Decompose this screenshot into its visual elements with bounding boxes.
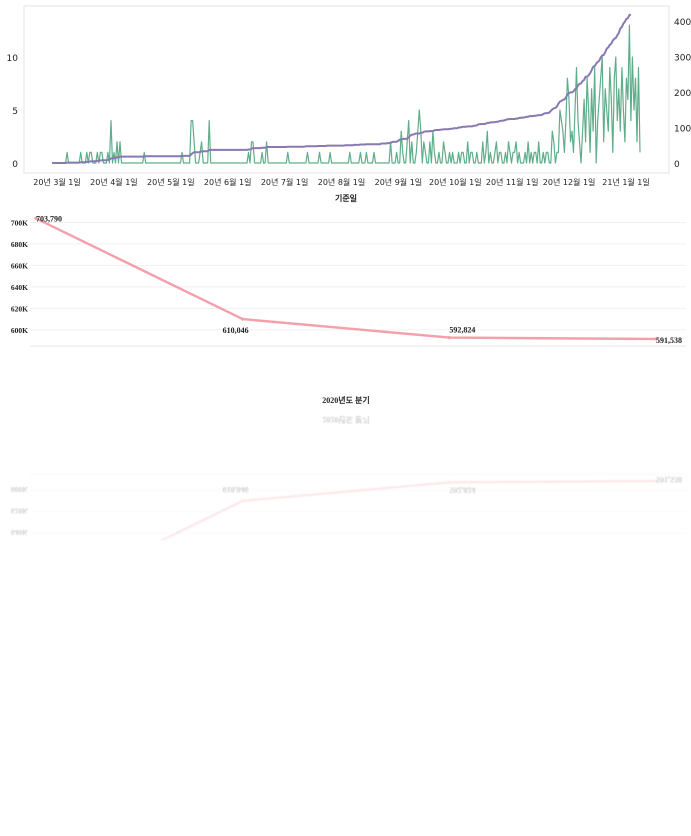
chart1-x-tick-label: 21년 1월 1일 <box>602 177 650 187</box>
chart2-data-point <box>34 216 38 220</box>
chart1-left-tick-label: 10 <box>7 54 19 64</box>
reflection-y-tick-label: 600K <box>11 485 28 494</box>
reflection-data-label: 610,046 <box>223 485 249 494</box>
reflection-data-point <box>447 480 451 485</box>
chart1-right-tick-label: 300 <box>674 54 691 64</box>
reflection-x-axis-title: 2020년도 분기 <box>322 415 369 425</box>
chart1-x-tick-label: 20년 3월 1일 <box>33 177 81 187</box>
reflection-y-tick-label: 640K <box>11 528 28 537</box>
chart1-daily-series-line <box>52 24 641 164</box>
quarterly-line-chart: 600K 620K 640K 660K 680K 700K 703,790 610,046 59… <box>0 205 691 410</box>
chart2-y-tick-label: 620K <box>11 304 28 313</box>
chart2-reflection-svg: 600K620K640K660K680K700K703,790610,04659… <box>11 415 686 540</box>
daily-cases-dual-axis-chart: 0 5 10 0 100 200 300 400 20년 3월 1일 20년 4월 1일 20년 5… <box>0 0 691 210</box>
reflection-data-point <box>241 499 245 503</box>
chart1-x-tick-label: 20년 6월 1일 <box>204 177 252 187</box>
chart2-data-label: 610,046 <box>223 326 249 335</box>
chart2-series-line <box>35 217 657 341</box>
chart2-data-point <box>241 317 245 321</box>
reflection-plot-area <box>30 469 686 540</box>
chart2-y-tick-label: 700K <box>11 218 28 227</box>
chart1-left-tick-label: 0 <box>12 160 18 170</box>
chart1-x-tick-label: 20년 10월 1일 <box>429 177 482 187</box>
chart1-x-tick-label: 20년 11월 1일 <box>486 177 539 187</box>
chart2-y-tick-label: 680K <box>11 240 28 249</box>
chart1-x-tick-label: 20년 4월 1일 <box>90 177 138 187</box>
chart1-x-axis-title: 기준일 <box>335 193 357 203</box>
reflection-data-point <box>654 479 658 483</box>
chart1-x-tick-label: 20년 7월 1일 <box>261 177 309 187</box>
chart2-y-tick-label: 660K <box>11 261 28 270</box>
reflection-data-label: 592,824 <box>449 485 475 494</box>
chart2-reflection: 600K620K640K660K680K700K703,790610,04659… <box>0 410 691 540</box>
reflection-series-line <box>159 479 657 540</box>
chart1-x-tick-label: 20년 12월 1일 <box>543 177 596 187</box>
chart2-data-point <box>654 337 658 341</box>
chart1-x-tick-label: 20년 5월 1일 <box>147 177 195 187</box>
chart2-data-label: 703,790 <box>36 214 62 223</box>
chart1-x-tick-label: 20년 9월 1일 <box>375 177 423 187</box>
chart2-data-label: 592,824 <box>449 326 475 335</box>
chart2-y-tick-label: 600K <box>11 326 28 335</box>
chart1-right-tick-label: 100 <box>674 125 691 135</box>
chart2-svg: 600K 620K 640K 660K 680K 700K 703,790 610,046 59… <box>11 211 686 405</box>
reflection-y-tick-label: 620K <box>11 507 28 516</box>
chart1-right-tick-label: 400 <box>674 18 691 28</box>
chart2-data-label: 591,538 <box>656 336 682 345</box>
reflection-data-label: 591,538 <box>656 475 682 484</box>
chart1-x-tick-label: 20년 8월 1일 <box>318 177 366 187</box>
chart1-right-tick-label: 0 <box>674 160 680 170</box>
chart2-plot-area <box>30 211 686 351</box>
chart2-x-axis-title: 2020년도 분기 <box>322 395 369 405</box>
chart2-y-tick-label: 640K <box>11 283 28 292</box>
chart1-cumulative-series-line <box>52 13 632 164</box>
chart1-left-tick-label: 5 <box>12 107 18 117</box>
chart2-data-point <box>447 335 451 340</box>
chart1-right-tick-label: 200 <box>674 89 691 99</box>
